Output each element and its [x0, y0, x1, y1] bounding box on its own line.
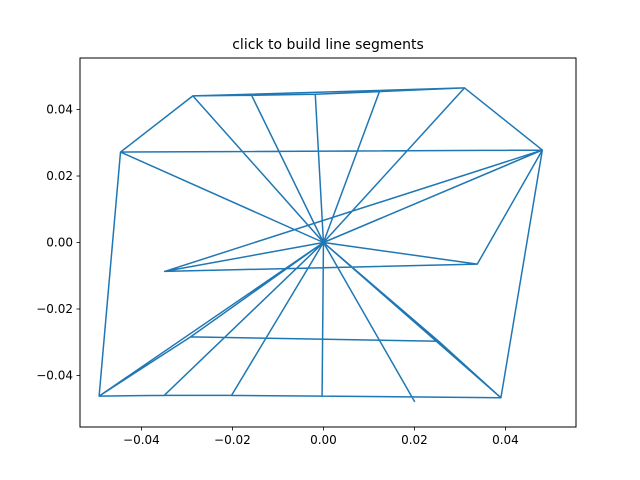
plot-lines [98, 87, 544, 403]
x-tick-label: 0.02 [401, 433, 428, 447]
y-tick-label: −0.04 [36, 368, 73, 382]
y-tick-label: 0.04 [46, 103, 73, 117]
x-tick-label: 0.04 [492, 433, 519, 447]
chart-title: click to build line segments [232, 37, 424, 53]
y-tick-label: 0.02 [46, 169, 73, 183]
y-tick-label: −0.02 [36, 302, 73, 316]
series-line-0 [98, 87, 544, 403]
y-axis-ticks: −0.04 −0.02 0.00 0.02 0.04 [36, 103, 80, 382]
y-tick-label: 0.00 [46, 236, 73, 250]
x-tick-label: −0.04 [123, 433, 160, 447]
x-tick-label: −0.02 [214, 433, 251, 447]
x-axis-ticks: −0.04 −0.02 0.00 0.02 0.04 [123, 427, 519, 447]
x-tick-label: 0.00 [310, 433, 337, 447]
